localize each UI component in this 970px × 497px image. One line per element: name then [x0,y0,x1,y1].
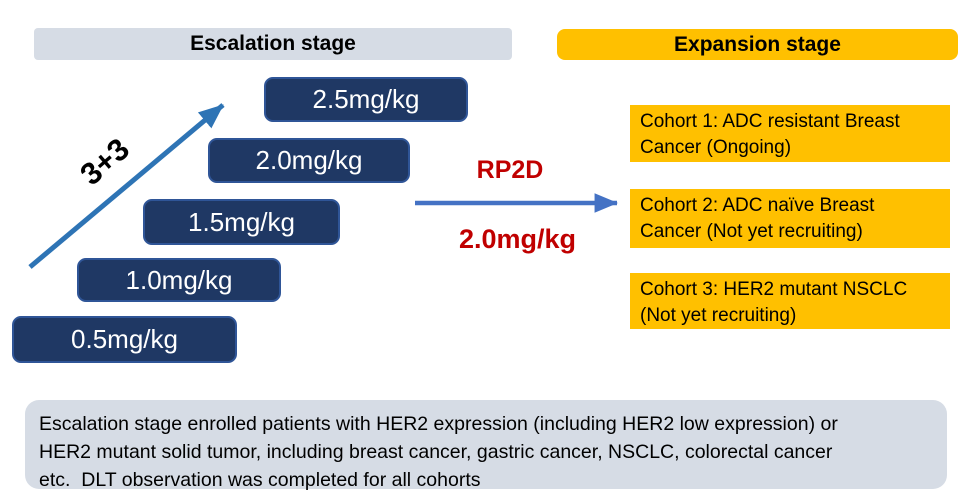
rp2d-dose-label: 2.0mg/kg [458,224,577,254]
rp2d-arrow-icon [415,193,618,213]
footnote-box: Escalation stage enrolled patients with … [25,400,947,491]
dose-box-2-5mgkg: 2.5mg/kg [264,77,468,122]
dose-box-0-5mgkg: 0.5mg/kg [12,316,237,363]
footnote-line: HER2 mutant solid tumor, including breas… [39,441,833,463]
expansion-stage-title: Expansion stage [674,32,841,56]
dose-label: 1.0mg/kg [125,264,233,295]
escalation-stage-title: Escalation stage [190,32,356,55]
dose-label: 1.5mg/kg [188,206,295,237]
cohort-1-box: Cohort 1: ADC resistant Breast Cancer (O… [630,105,950,162]
dose-label: 2.5mg/kg [312,84,420,114]
footnote-line: etc. DLT observation was completed for a… [39,469,481,491]
expansion-stage-header: Expansion stage [557,29,958,60]
dose-label: 2.0mg/kg [255,145,363,175]
escalation-stage-header: Escalation stage [34,28,512,60]
cohort-3-box: Cohort 3: HER2 mutant NSCLC (Not yet rec… [630,273,950,329]
dose-box-1-5mgkg: 1.5mg/kg [143,199,340,245]
footnote-line: Escalation stage enrolled patients with … [39,413,838,435]
dose-box-1-0mgkg: 1.0mg/kg [77,258,281,302]
dose-label: 0.5mg/kg [71,324,178,354]
rp2d-label: RP2D [476,156,544,184]
cohort-2-box: Cohort 2: ADC naïve Breast Cancer (Not y… [630,189,950,248]
dose-box-2-0mgkg: 2.0mg/kg [208,138,410,183]
dose-escalation-arrow-icon [28,103,225,269]
